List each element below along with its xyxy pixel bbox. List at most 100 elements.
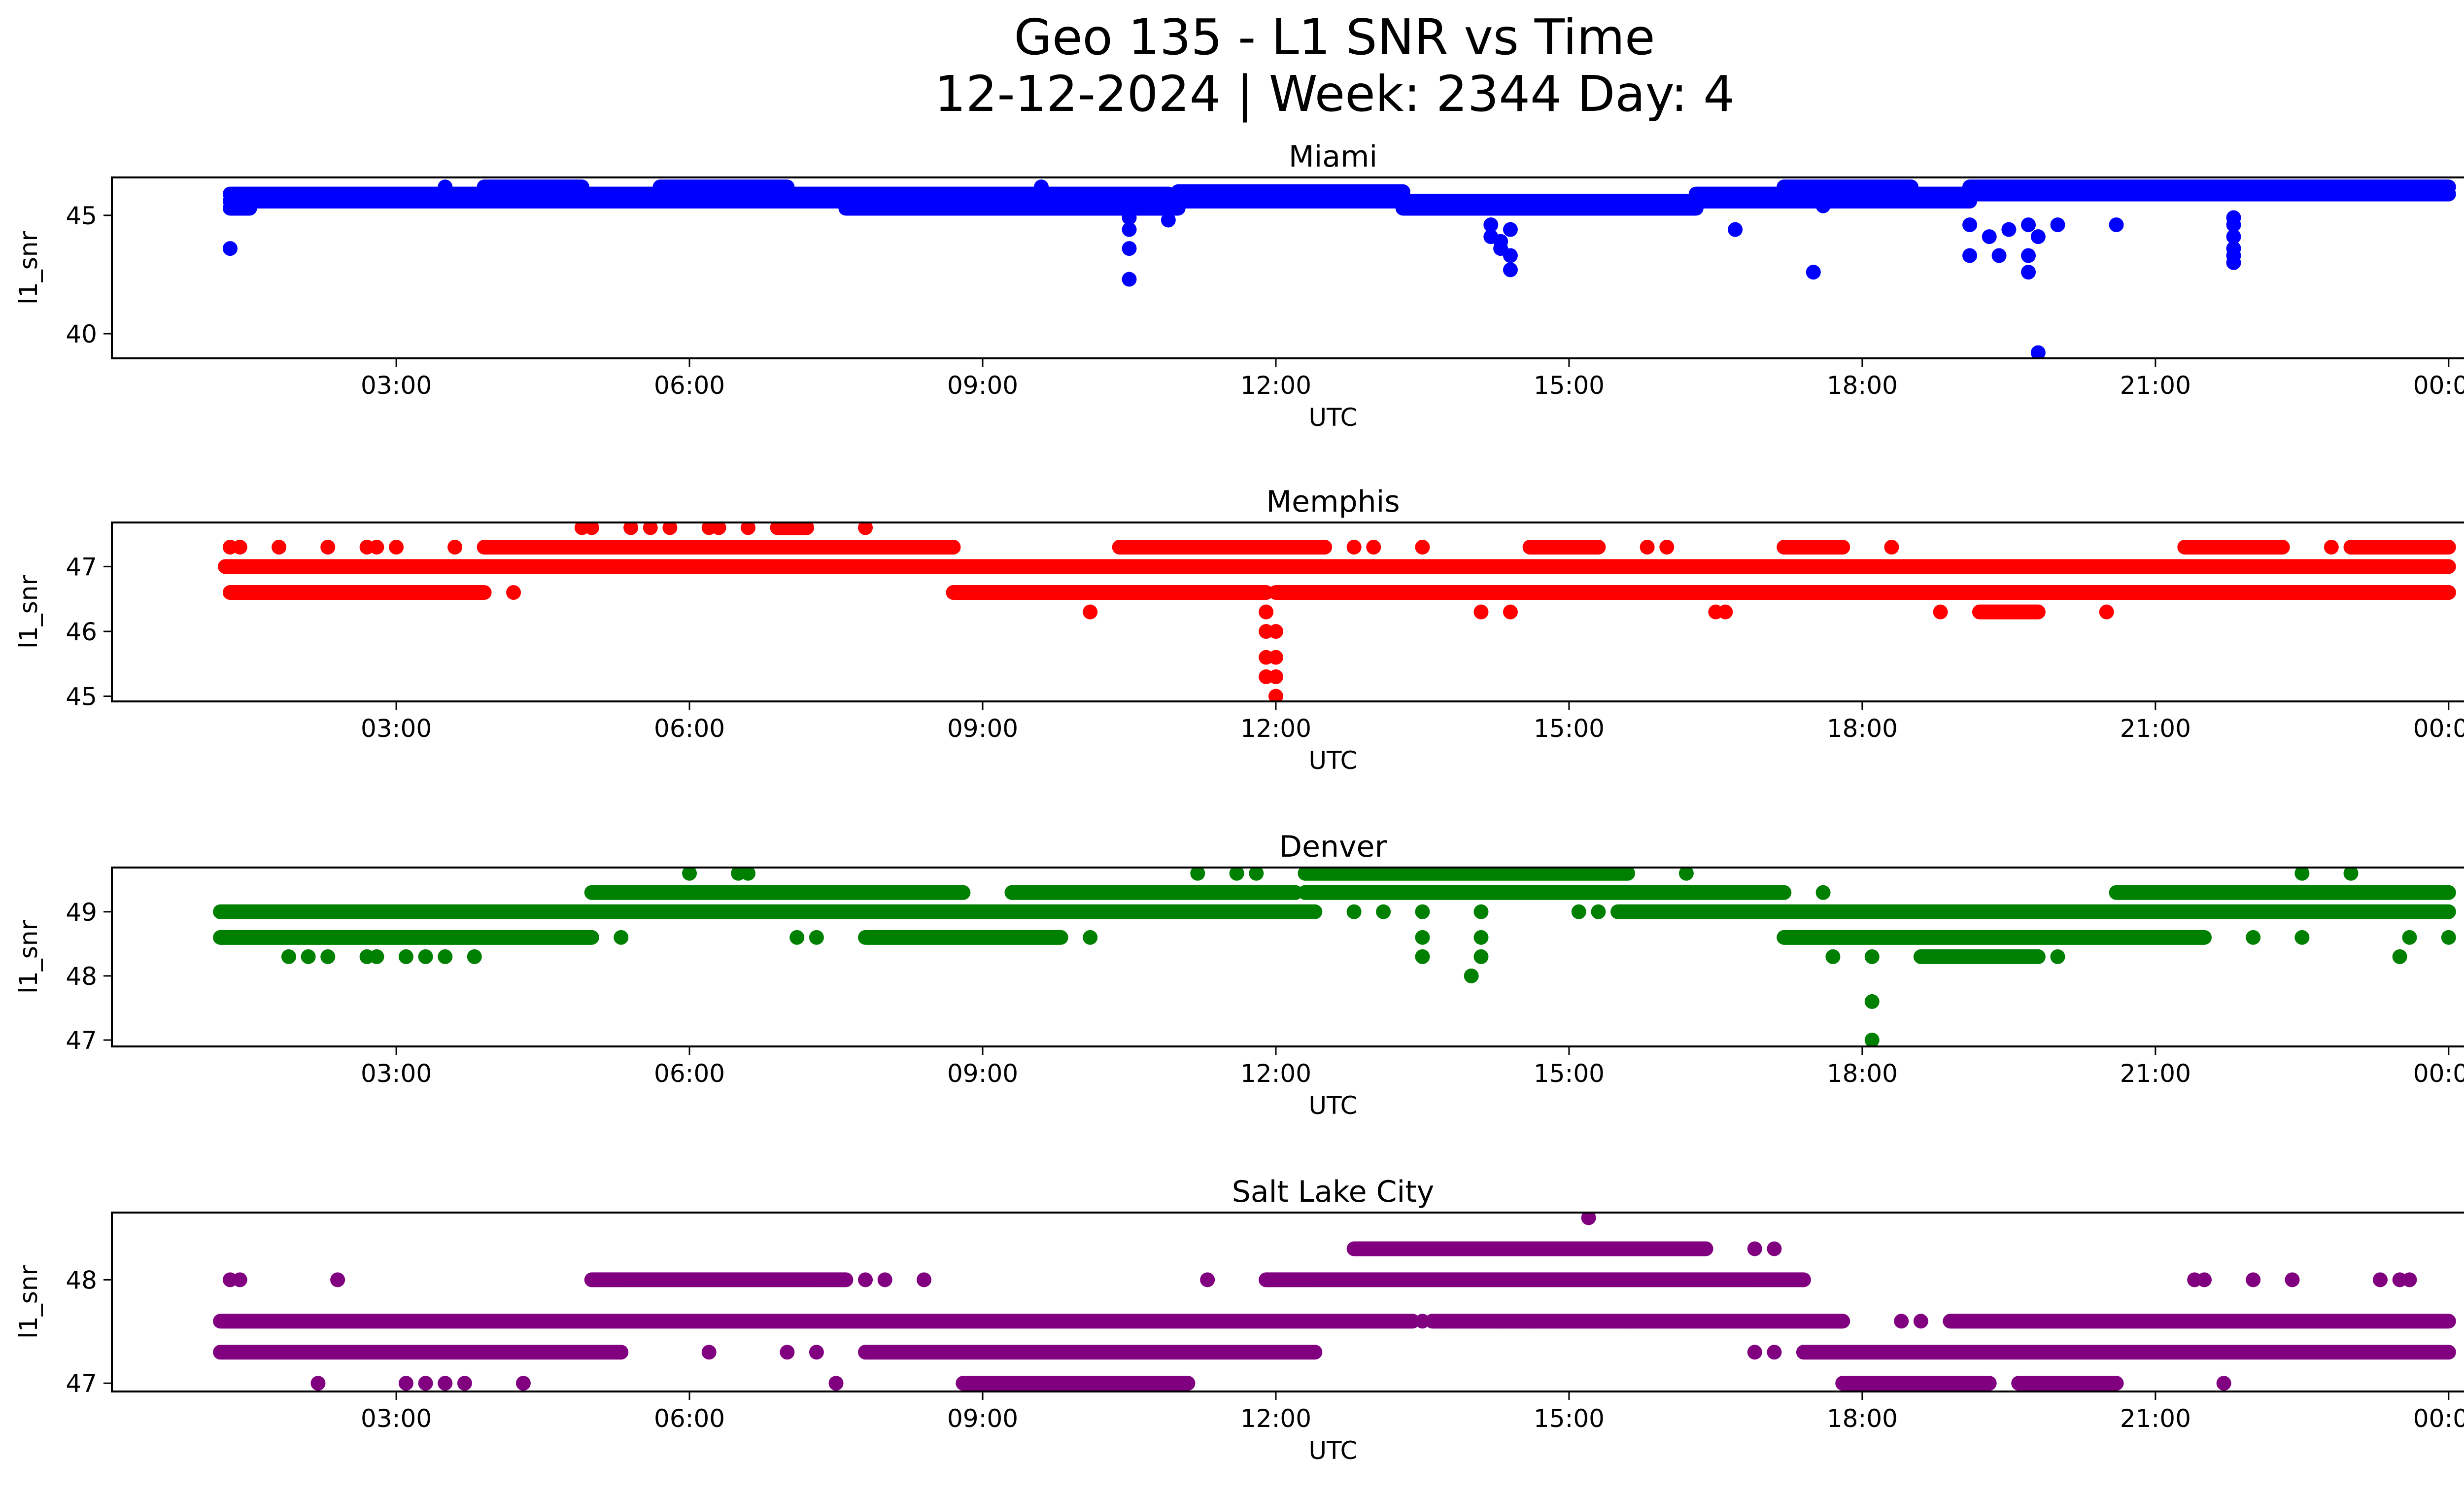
data-point — [398, 949, 413, 964]
data-point — [1952, 1314, 1968, 1329]
data-point — [1190, 868, 1205, 881]
data-point — [457, 1376, 472, 1391]
y-tick-label: 48 — [66, 1266, 97, 1294]
x-tick-label: 09:00 — [947, 371, 1018, 400]
data-point — [515, 1376, 531, 1391]
x-tick-label: 06:00 — [654, 371, 725, 400]
data-point — [438, 179, 453, 195]
data-point — [1122, 272, 1137, 287]
data-point — [2021, 217, 2036, 233]
data-point — [1083, 930, 1098, 945]
data-point — [809, 930, 824, 945]
data-point — [2324, 539, 2339, 555]
point-band — [222, 585, 492, 600]
data-point — [369, 539, 384, 555]
data-point — [1268, 650, 1283, 665]
data-point — [232, 539, 247, 555]
point-band — [222, 194, 854, 209]
data-point — [1376, 904, 1391, 919]
axes-frame — [111, 176, 2464, 359]
data-point — [1815, 885, 1831, 900]
data-point — [2099, 604, 2114, 620]
point-band — [1395, 201, 1704, 216]
axes-frame — [111, 522, 2464, 702]
data-point — [1962, 248, 1978, 263]
data-point — [1747, 1241, 1762, 1256]
data-point — [1982, 229, 1997, 244]
data-point — [711, 522, 726, 535]
y-tick-label: 40 — [66, 320, 97, 348]
data-point — [1083, 604, 1098, 620]
data-point — [936, 885, 951, 900]
data-point — [1435, 1314, 1450, 1329]
data-point — [2294, 868, 2310, 881]
x-tick-label: 03:00 — [361, 714, 432, 743]
point-band — [213, 904, 1323, 919]
data-point — [272, 539, 287, 555]
point-band — [2109, 885, 2456, 900]
data-point — [2441, 930, 2456, 945]
data-point — [2030, 229, 2046, 244]
data-point — [662, 522, 678, 535]
subplot-miami: Miami 03:00 06:00 09:00 12:00 15:00 18:00 21:00… — [14, 139, 2464, 432]
x-tick-label: 12:00 — [1240, 371, 1311, 400]
point-band — [1962, 179, 2456, 195]
data-point — [1767, 1241, 1782, 1256]
y-tick-label: 49 — [66, 898, 97, 927]
data-point — [1483, 217, 1499, 233]
x-tick-label: 12:00 — [1240, 714, 1311, 743]
x-axis-label: UTC — [1308, 1091, 1357, 1120]
subplot-title: Salt Lake City — [1232, 1175, 1435, 1209]
point-band — [1298, 868, 1635, 881]
point-band — [1972, 604, 2046, 620]
point-band — [1777, 179, 1919, 195]
data-point — [701, 1345, 717, 1360]
data-point — [614, 930, 629, 945]
point-band — [584, 1272, 854, 1287]
x-tick-label: 18:00 — [1827, 714, 1898, 743]
data-point — [780, 1345, 795, 1360]
data-point — [1601, 1314, 1616, 1329]
data-point — [1591, 904, 1606, 919]
scatter-series-miami — [222, 179, 2456, 358]
data-point — [2030, 345, 2046, 358]
data-point — [643, 522, 658, 535]
data-point — [1122, 222, 1137, 237]
subplot-memphis: Memphis 03:00 06:00 09:00 12:00 15:00 18:00 21:… — [14, 485, 2464, 775]
data-point — [1825, 949, 1841, 964]
data-point — [1346, 539, 1362, 555]
data-point — [1473, 949, 1489, 964]
data-point — [1122, 210, 1137, 225]
data-point — [1415, 930, 1430, 945]
point-band — [2011, 1376, 2124, 1391]
point-band — [652, 179, 795, 195]
data-point — [2050, 217, 2065, 233]
data-point — [1415, 949, 1430, 964]
data-point — [506, 585, 521, 600]
data-point — [447, 539, 463, 555]
data-point — [2226, 217, 2241, 233]
point-band — [1298, 885, 1792, 900]
data-point — [1268, 669, 1283, 685]
data-point — [1503, 248, 1518, 263]
point-band — [1777, 930, 2212, 945]
data-point — [858, 522, 873, 535]
data-point — [1640, 539, 1655, 555]
data-point — [2109, 217, 2124, 233]
data-point — [1503, 222, 1518, 237]
x-tick-label: 09:00 — [947, 1404, 1018, 1433]
x-tick-label: 18:00 — [1827, 371, 1898, 400]
point-band — [1112, 539, 1333, 555]
data-point — [2021, 248, 2036, 263]
data-point — [389, 539, 404, 555]
point-band — [956, 1376, 1196, 1391]
y-tick-label: 47 — [66, 1026, 97, 1055]
y-axis-label: l1_snr — [14, 1265, 43, 1339]
data-point — [1991, 248, 2007, 263]
point-band — [1522, 539, 1606, 555]
data-point — [2392, 949, 2407, 964]
x-tick-label: 21:00 — [2120, 371, 2191, 400]
data-point — [1864, 1032, 1880, 1046]
data-point — [1161, 212, 1176, 228]
x-tick-label: 21:00 — [2120, 714, 2191, 743]
